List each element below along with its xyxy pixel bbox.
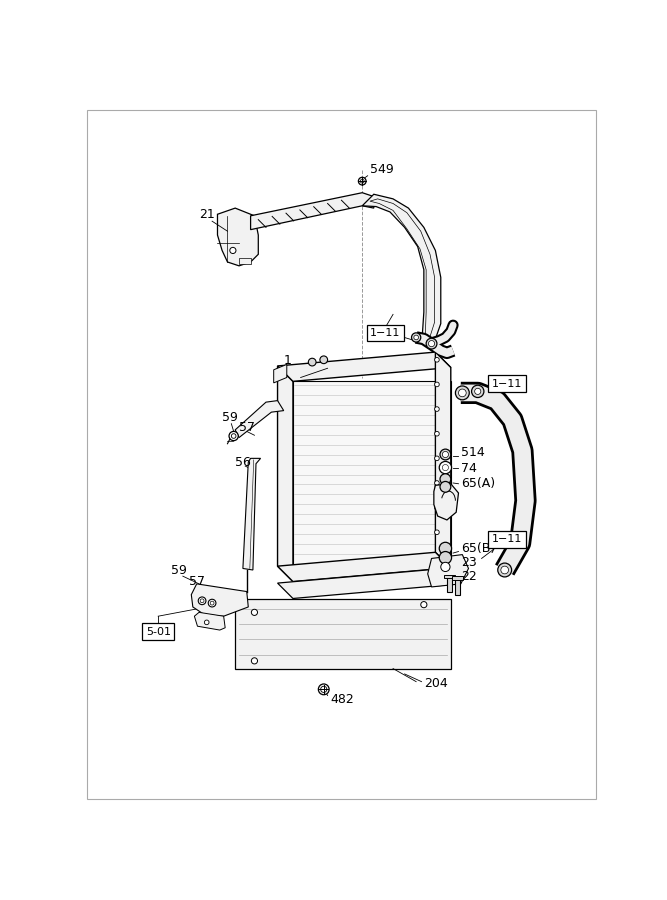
Polygon shape — [362, 194, 441, 343]
Polygon shape — [277, 352, 451, 382]
Circle shape — [231, 434, 236, 438]
Bar — [455, 578, 460, 595]
Circle shape — [360, 179, 364, 183]
Text: 74: 74 — [461, 462, 477, 475]
Text: 57: 57 — [239, 421, 255, 434]
Circle shape — [210, 601, 214, 605]
Text: 204: 204 — [424, 678, 448, 690]
Circle shape — [198, 597, 206, 605]
Circle shape — [308, 358, 316, 366]
Polygon shape — [217, 208, 258, 266]
Polygon shape — [243, 458, 261, 570]
Text: 5-01: 5-01 — [145, 626, 171, 636]
Polygon shape — [293, 382, 451, 568]
Polygon shape — [235, 599, 451, 669]
Text: 56: 56 — [235, 455, 251, 469]
Circle shape — [435, 456, 440, 461]
Circle shape — [440, 552, 452, 563]
Circle shape — [208, 599, 216, 607]
Text: 57: 57 — [189, 575, 205, 588]
Circle shape — [440, 473, 451, 484]
Circle shape — [251, 609, 257, 616]
Text: 1: 1 — [283, 354, 291, 367]
Text: 23: 23 — [461, 556, 476, 569]
Polygon shape — [277, 366, 293, 581]
Circle shape — [230, 248, 236, 254]
Circle shape — [229, 431, 238, 441]
Polygon shape — [194, 612, 225, 630]
Circle shape — [321, 687, 327, 692]
Circle shape — [440, 482, 451, 492]
Circle shape — [475, 388, 481, 394]
Polygon shape — [277, 553, 451, 581]
Circle shape — [435, 407, 440, 411]
Polygon shape — [436, 352, 451, 568]
Circle shape — [435, 382, 440, 387]
Circle shape — [442, 464, 448, 471]
Circle shape — [204, 620, 209, 625]
Circle shape — [472, 385, 484, 398]
Bar — [447, 576, 452, 591]
Circle shape — [442, 452, 448, 457]
Circle shape — [318, 684, 329, 695]
Bar — [239, 258, 251, 265]
Text: 65(B): 65(B) — [461, 542, 495, 555]
Circle shape — [458, 389, 466, 397]
Polygon shape — [251, 193, 374, 230]
Text: 59: 59 — [222, 411, 238, 424]
Circle shape — [435, 505, 440, 510]
Circle shape — [428, 340, 435, 346]
Polygon shape — [434, 484, 458, 520]
Circle shape — [435, 530, 440, 535]
Circle shape — [435, 357, 440, 362]
Circle shape — [200, 598, 204, 603]
Circle shape — [501, 566, 508, 574]
Text: 21: 21 — [199, 208, 215, 220]
Circle shape — [414, 335, 418, 340]
Bar — [444, 574, 456, 579]
Text: 65(A): 65(A) — [461, 477, 495, 490]
Circle shape — [440, 462, 452, 473]
Circle shape — [358, 177, 366, 185]
Circle shape — [426, 338, 437, 349]
Text: 1−11: 1−11 — [370, 328, 400, 338]
Circle shape — [441, 562, 450, 572]
Polygon shape — [277, 569, 451, 598]
Circle shape — [421, 601, 427, 608]
Circle shape — [251, 658, 257, 664]
Text: 1−11: 1−11 — [492, 379, 522, 389]
Circle shape — [440, 449, 451, 460]
Circle shape — [320, 356, 327, 364]
Polygon shape — [428, 554, 468, 587]
Polygon shape — [191, 584, 248, 616]
Text: 482: 482 — [330, 693, 354, 706]
Text: 514: 514 — [461, 446, 484, 460]
Text: 22: 22 — [461, 570, 476, 582]
Bar — [452, 576, 463, 580]
Circle shape — [440, 543, 452, 554]
Text: 549: 549 — [370, 163, 394, 176]
Text: 59: 59 — [171, 563, 187, 577]
Circle shape — [435, 431, 440, 436]
Circle shape — [412, 333, 421, 342]
Circle shape — [435, 481, 440, 485]
Circle shape — [456, 386, 470, 400]
Polygon shape — [235, 400, 283, 437]
Polygon shape — [273, 364, 287, 382]
Circle shape — [498, 563, 512, 577]
Text: 1−11: 1−11 — [492, 535, 522, 544]
